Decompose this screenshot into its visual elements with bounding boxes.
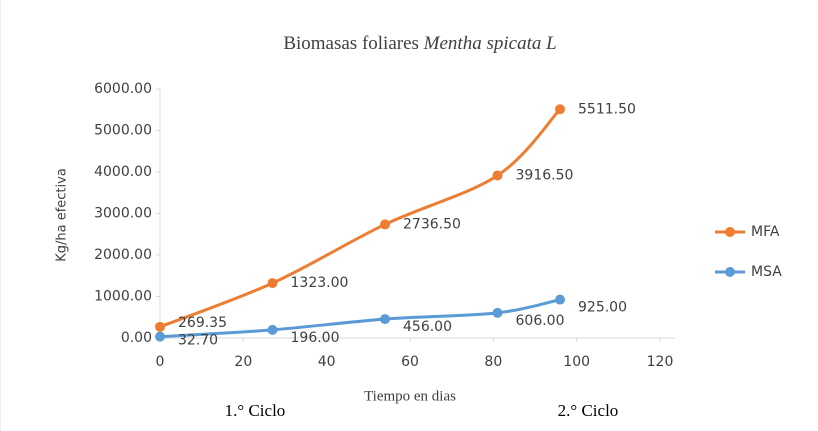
x-tick-label: 40	[318, 354, 336, 370]
x-axis-label: Tiempo en dias	[364, 388, 456, 404]
data-label: 1323.00	[291, 275, 349, 291]
legend-label: MFA	[751, 224, 780, 240]
title-species: Mentha spicata L	[423, 33, 557, 54]
data-label: 2736.50	[403, 216, 461, 232]
y-tick-label: 6000.00	[94, 81, 152, 97]
y-tick-label: 4000.00	[94, 164, 152, 180]
y-tick-label: 1000.00	[94, 289, 152, 305]
x-tick-label: 0	[156, 354, 165, 370]
data-point	[267, 278, 278, 289]
data-label: 32.70	[178, 333, 218, 349]
y-tick-label: 2000.00	[94, 247, 152, 263]
data-point	[155, 331, 165, 342]
data-point	[555, 294, 565, 305]
data-label: 196.00	[291, 330, 340, 346]
x-tick-label: 80	[484, 354, 502, 370]
data-point	[155, 321, 165, 332]
data-point	[492, 307, 503, 318]
data-label: 456.00	[403, 319, 452, 335]
y-axis-label: Kg/ha efectiva	[55, 168, 70, 262]
data-label: 3916.50	[516, 167, 574, 183]
legend-marker	[725, 227, 735, 237]
data-point	[267, 324, 278, 335]
x-tick-label: 20	[234, 354, 252, 370]
y-tick-label: 0.00	[121, 330, 152, 346]
y-tick-label: 5000.00	[94, 123, 152, 139]
title-main: Biomasas foliares	[283, 33, 419, 54]
legend-label: MSA	[751, 264, 782, 280]
y-tick-label: 3000.00	[94, 206, 152, 222]
x-tick-label: 120	[647, 354, 674, 370]
x-tick-label: 100	[563, 354, 590, 370]
data-point	[380, 314, 390, 325]
data-label: 606.00	[516, 313, 565, 329]
data-point	[380, 219, 390, 230]
data-label: 269.35	[178, 315, 227, 331]
chart-title: Biomasas foliares Mentha spicata L	[283, 33, 556, 54]
annotation: 2.° Ciclo	[558, 401, 619, 420]
data-label: 925.00	[578, 300, 627, 316]
data-point	[555, 104, 565, 115]
series-line	[159, 108, 562, 329]
annotation: 1.° Ciclo	[225, 401, 286, 420]
data-label: 5511.50	[578, 101, 636, 117]
data-point	[492, 170, 503, 181]
legend-marker	[725, 267, 735, 277]
x-tick-label: 60	[401, 354, 419, 370]
